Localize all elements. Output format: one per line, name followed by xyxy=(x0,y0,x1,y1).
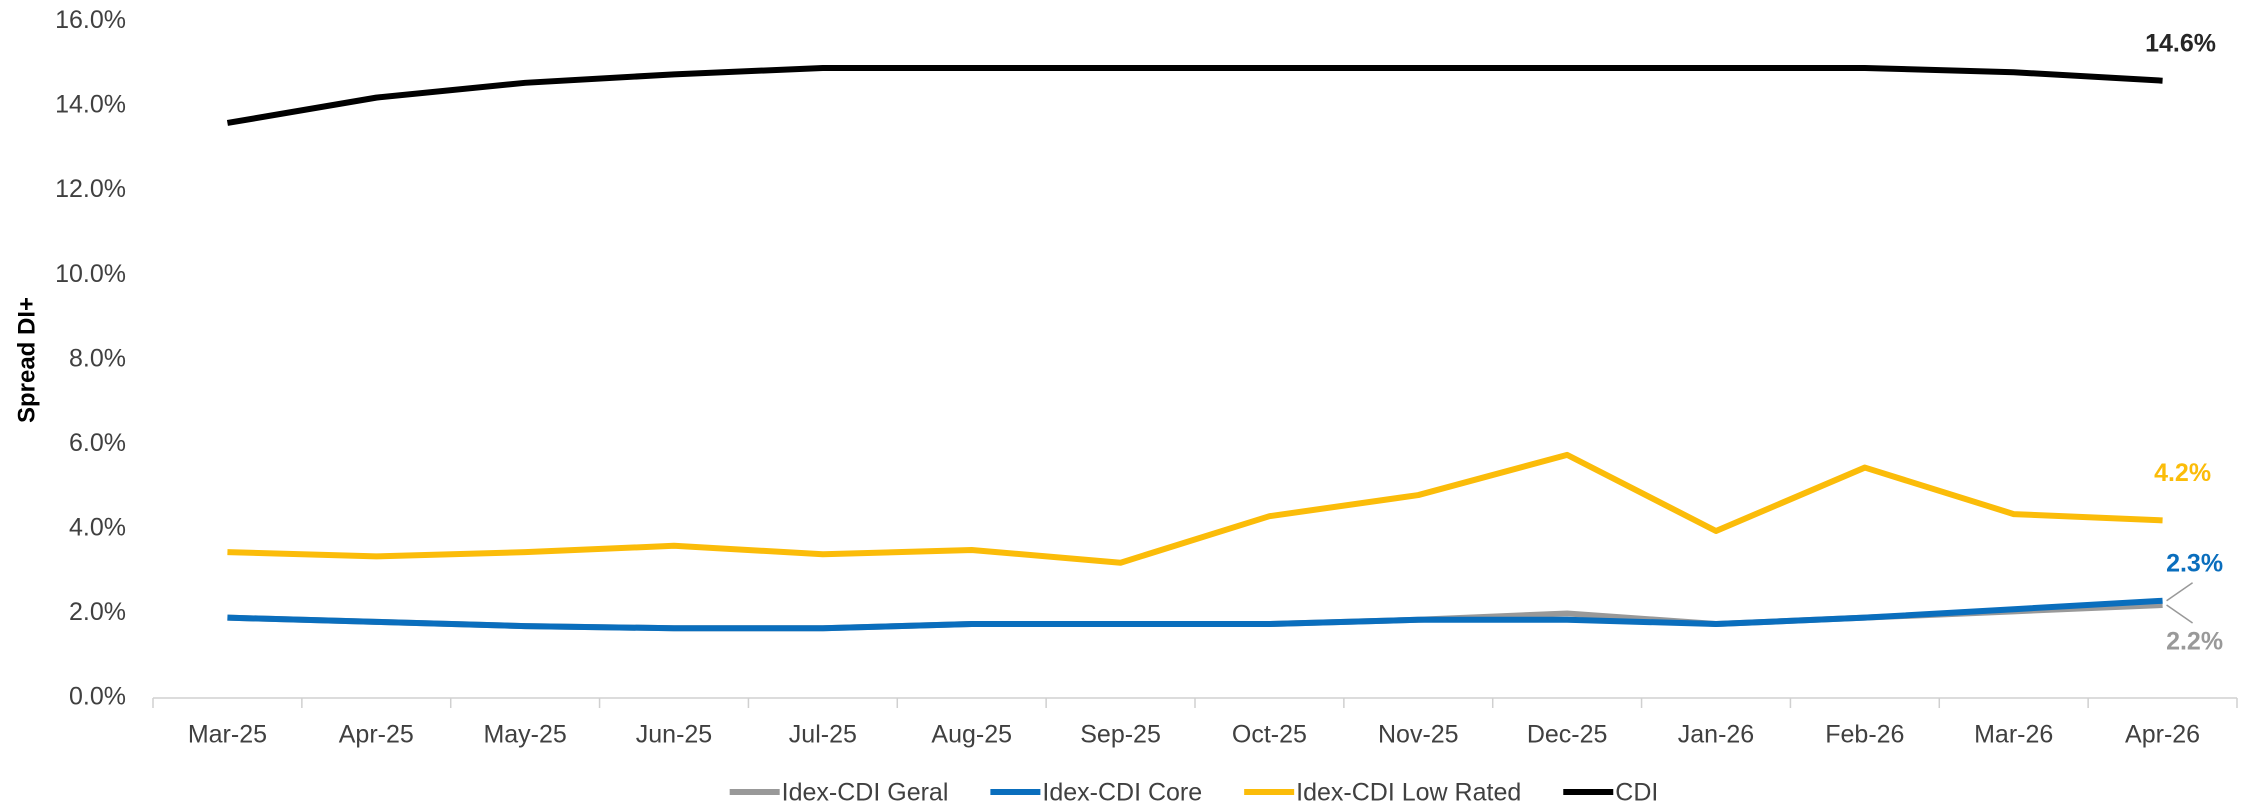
x-tick-label: Jul-25 xyxy=(789,721,857,749)
x-tick-label: Jan-26 xyxy=(1678,721,1754,749)
data-label: 2.2% xyxy=(2166,628,2223,656)
x-tick-label: Sep-25 xyxy=(1080,721,1161,749)
x-tick-label: Apr-25 xyxy=(339,721,414,749)
x-tick-label: Feb-26 xyxy=(1825,721,1904,749)
y-axis-title: Spread DI+ xyxy=(13,297,40,423)
x-tick-label: Mar-26 xyxy=(1974,721,2053,749)
x-tick-label: Apr-26 xyxy=(2125,721,2200,749)
x-tick-label: May-25 xyxy=(483,721,566,749)
x-tick-label: Dec-25 xyxy=(1527,721,1608,749)
x-tick-label: Mar-25 xyxy=(188,721,267,749)
leader-line xyxy=(2166,582,2193,602)
x-tick-label: Nov-25 xyxy=(1378,721,1459,749)
y-tick-label: 4.0% xyxy=(69,513,126,541)
x-tick-label: Jun-25 xyxy=(636,721,712,749)
y-tick-label: 10.0% xyxy=(55,260,126,288)
y-tick-label: 2.0% xyxy=(69,598,126,626)
y-tick-label: 14.0% xyxy=(55,91,126,119)
y-tick-label: 8.0% xyxy=(69,344,126,372)
legend-label: CDI xyxy=(1615,779,1658,807)
data-label: 4.2% xyxy=(2154,459,2211,487)
series-line xyxy=(227,597,2163,632)
y-tick-label: 6.0% xyxy=(69,429,126,457)
legend-label: Idex-CDI Geral xyxy=(782,779,949,807)
leader-line xyxy=(2166,604,2193,624)
x-tick-label: Oct-25 xyxy=(1232,721,1307,749)
y-tick-label: 0.0% xyxy=(69,683,126,711)
series-line xyxy=(226,65,2163,126)
legend-label: Idex-CDI Low Rated xyxy=(1296,779,1521,807)
y-tick-label: 16.0% xyxy=(55,6,126,34)
x-tick-label: Aug-25 xyxy=(931,721,1012,749)
legend-label: Idex-CDI Core xyxy=(1042,779,1202,807)
data-label: 2.3% xyxy=(2166,549,2223,577)
data-label: 14.6% xyxy=(2145,29,2216,57)
series-line xyxy=(227,451,2163,566)
y-tick-label: 12.0% xyxy=(55,175,126,203)
